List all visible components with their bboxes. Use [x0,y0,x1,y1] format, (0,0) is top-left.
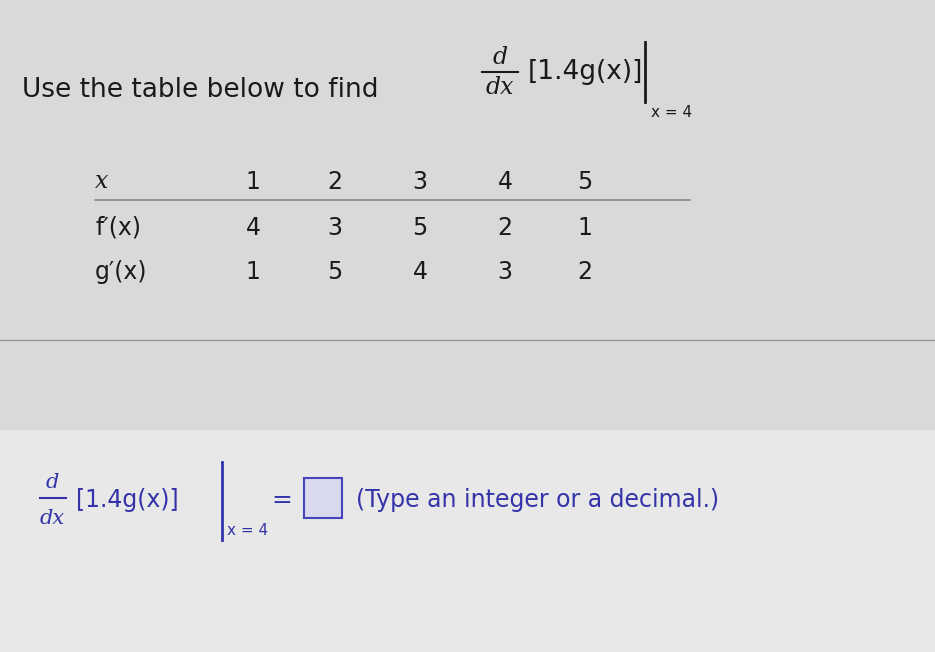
Text: (Type an integer or a decimal.): (Type an integer or a decimal.) [356,488,719,512]
Text: 2: 2 [327,170,342,194]
Text: 4: 4 [497,170,512,194]
Text: 3: 3 [327,216,342,240]
Bar [0,0,935,430]
Text: Use the table below to find: Use the table below to find [22,77,379,103]
Text: 2: 2 [497,216,512,240]
Text: x = 4: x = 4 [651,105,692,120]
Text: 2: 2 [578,260,593,284]
Text: d: d [45,473,59,492]
Text: 3: 3 [497,260,512,284]
Text: 5: 5 [327,260,342,284]
Text: 4: 4 [246,216,261,240]
Text: 1: 1 [246,170,261,194]
Text: 1: 1 [246,260,261,284]
Text: 3: 3 [412,170,427,194]
Text: x: x [95,171,108,194]
Text: g′(x): g′(x) [95,260,148,284]
Text: dx: dx [486,76,514,100]
Text: [1.4g(x)]: [1.4g(x)] [76,488,179,512]
Text: 1: 1 [578,216,593,240]
Bar [304,478,342,518]
Text: x = 4: x = 4 [227,523,268,538]
Text: 4: 4 [412,260,427,284]
Text: =: = [271,488,293,512]
Bar [0,430,935,652]
Text: 5: 5 [578,170,593,194]
Text: dx: dx [39,509,65,527]
Text: [1.4g(x)]: [1.4g(x)] [528,59,643,85]
Text: 5: 5 [412,216,427,240]
Text: f′(x): f′(x) [95,216,141,240]
Text: d: d [493,46,508,70]
